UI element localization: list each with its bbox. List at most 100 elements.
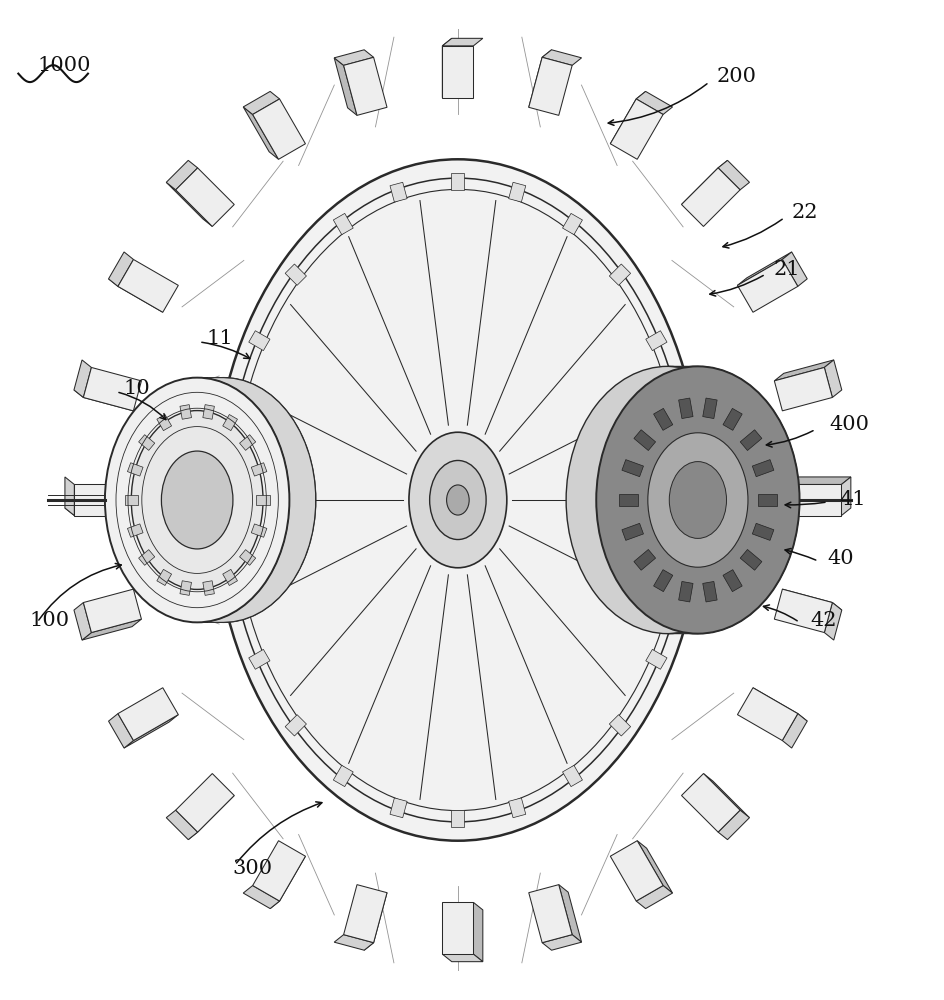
Polygon shape <box>109 279 162 312</box>
Polygon shape <box>790 477 851 484</box>
Polygon shape <box>240 435 256 450</box>
Polygon shape <box>563 765 582 787</box>
Polygon shape <box>334 58 357 115</box>
Polygon shape <box>451 173 464 190</box>
Polygon shape <box>529 57 572 115</box>
Polygon shape <box>390 798 407 818</box>
Polygon shape <box>166 810 197 840</box>
Ellipse shape <box>597 366 800 634</box>
Polygon shape <box>118 259 178 312</box>
Polygon shape <box>74 360 92 397</box>
Polygon shape <box>758 494 777 506</box>
Ellipse shape <box>648 433 748 567</box>
Polygon shape <box>637 841 672 893</box>
Polygon shape <box>197 378 315 622</box>
Ellipse shape <box>131 411 263 589</box>
Text: 200: 200 <box>716 67 757 86</box>
Polygon shape <box>622 523 644 540</box>
Polygon shape <box>109 714 133 748</box>
Polygon shape <box>636 91 672 114</box>
Polygon shape <box>139 435 155 450</box>
Ellipse shape <box>430 460 486 540</box>
Polygon shape <box>646 649 667 669</box>
Polygon shape <box>244 886 279 909</box>
Polygon shape <box>737 252 792 285</box>
Text: 41: 41 <box>839 490 866 509</box>
Polygon shape <box>65 508 126 516</box>
Polygon shape <box>723 408 742 430</box>
Polygon shape <box>653 570 673 592</box>
Polygon shape <box>824 603 842 640</box>
Polygon shape <box>529 885 572 943</box>
Polygon shape <box>737 688 798 741</box>
Polygon shape <box>774 367 833 411</box>
Polygon shape <box>509 182 526 202</box>
Ellipse shape <box>409 432 507 568</box>
Polygon shape <box>333 765 353 787</box>
Polygon shape <box>634 549 655 570</box>
Polygon shape <box>344 57 387 115</box>
Polygon shape <box>344 885 387 943</box>
Polygon shape <box>783 252 807 286</box>
Polygon shape <box>443 954 482 962</box>
Polygon shape <box>188 796 234 840</box>
Polygon shape <box>139 550 155 565</box>
Polygon shape <box>82 619 142 640</box>
Polygon shape <box>83 367 142 411</box>
Polygon shape <box>774 360 834 381</box>
Ellipse shape <box>105 378 290 622</box>
Polygon shape <box>83 589 142 633</box>
Polygon shape <box>667 366 800 634</box>
Polygon shape <box>74 390 133 411</box>
Polygon shape <box>257 495 270 505</box>
Polygon shape <box>244 107 278 159</box>
Polygon shape <box>636 886 672 909</box>
Polygon shape <box>723 570 742 592</box>
Text: 22: 22 <box>792 203 818 222</box>
Polygon shape <box>619 494 638 506</box>
Polygon shape <box>753 688 807 721</box>
Polygon shape <box>364 893 387 950</box>
Polygon shape <box>251 463 267 476</box>
Polygon shape <box>390 182 407 202</box>
Polygon shape <box>333 213 353 235</box>
Polygon shape <box>334 50 374 65</box>
Polygon shape <box>251 524 267 537</box>
Ellipse shape <box>131 378 315 622</box>
Polygon shape <box>180 405 192 419</box>
Polygon shape <box>841 477 851 516</box>
Polygon shape <box>609 715 631 736</box>
Polygon shape <box>334 935 374 950</box>
Polygon shape <box>248 331 270 351</box>
Polygon shape <box>679 493 696 507</box>
Polygon shape <box>74 603 92 640</box>
Polygon shape <box>783 714 807 748</box>
Polygon shape <box>783 589 842 610</box>
Polygon shape <box>75 484 126 516</box>
Text: 10: 10 <box>124 379 150 398</box>
Polygon shape <box>443 38 452 98</box>
Polygon shape <box>622 460 644 477</box>
Polygon shape <box>157 415 172 431</box>
Polygon shape <box>253 99 306 159</box>
Polygon shape <box>679 398 693 419</box>
Polygon shape <box>203 581 214 595</box>
Polygon shape <box>682 168 740 226</box>
Ellipse shape <box>447 485 469 515</box>
Polygon shape <box>752 523 774 540</box>
Polygon shape <box>65 477 75 516</box>
Text: 1000: 1000 <box>37 56 91 75</box>
Polygon shape <box>653 408 673 430</box>
Polygon shape <box>244 91 279 114</box>
Polygon shape <box>529 50 551 107</box>
Polygon shape <box>563 213 582 235</box>
Polygon shape <box>203 405 214 419</box>
Polygon shape <box>702 581 717 602</box>
Polygon shape <box>227 574 246 591</box>
Polygon shape <box>609 264 631 285</box>
Polygon shape <box>109 252 133 286</box>
Polygon shape <box>740 549 762 570</box>
Text: 100: 100 <box>29 611 70 630</box>
Polygon shape <box>176 774 234 832</box>
Polygon shape <box>223 415 238 431</box>
